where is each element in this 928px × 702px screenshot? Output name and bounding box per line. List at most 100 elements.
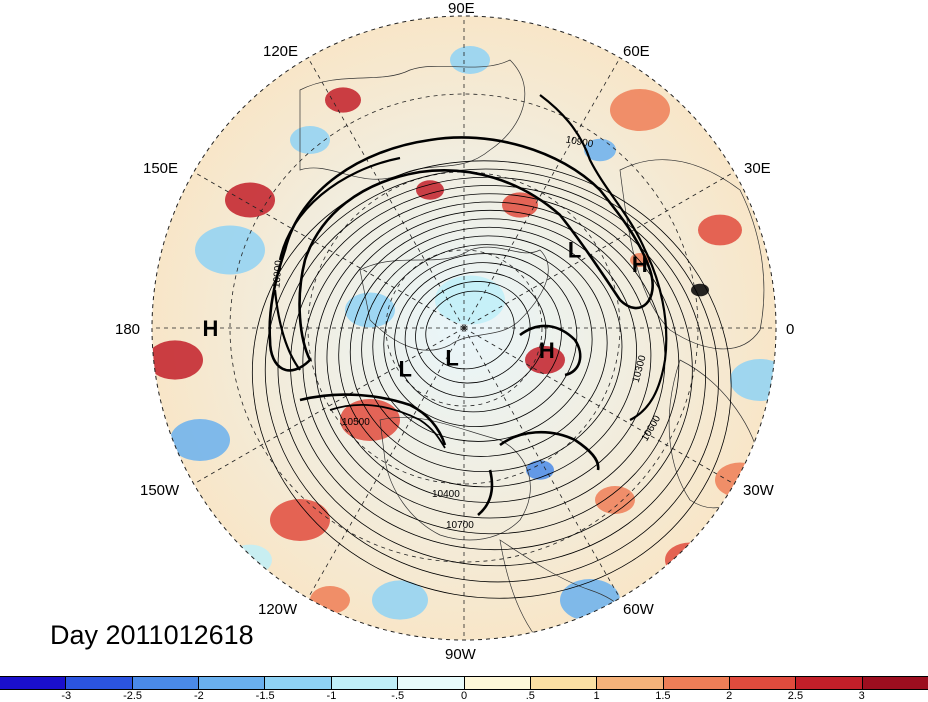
- colorbar-swatch: [663, 677, 730, 689]
- contour-label: 10400: [432, 489, 460, 500]
- colorbar-swatch: [66, 677, 133, 689]
- anomaly-patch: [730, 359, 776, 401]
- meridian-line: [463, 327, 735, 485]
- height-contour: [372, 244, 593, 442]
- colorbar-swatch: [331, 677, 399, 689]
- height-contour: [264, 168, 719, 583]
- meridian-line: [193, 171, 465, 329]
- lon-label-90e: 90E: [448, 0, 475, 17]
- colorbar-swatch: [132, 677, 200, 689]
- contour-label: 10700: [446, 520, 474, 531]
- anomaly-patch: [225, 182, 275, 218]
- anomaly-patch: [610, 89, 670, 131]
- colorbar-tick-label: -3: [61, 690, 72, 702]
- anomaly-patch: [228, 544, 272, 576]
- anomaly-patch: [270, 499, 330, 541]
- colorbar-tick-label: 3: [858, 690, 865, 702]
- anomaly-patch: [595, 486, 635, 514]
- lon-label-30e: 30E: [744, 160, 771, 177]
- contour-label: 10900: [565, 135, 595, 151]
- meridian-line: [307, 57, 465, 329]
- colorbar-swatch: [464, 677, 531, 689]
- lon-label-0: 0: [786, 321, 794, 338]
- anomaly-patch: [435, 275, 505, 325]
- colorbar-swatch: [265, 677, 332, 689]
- anomaly-patch: [325, 87, 361, 113]
- height-contour: [404, 271, 547, 398]
- page-title: Day 2011012618: [50, 620, 254, 650]
- anomaly-patch: [152, 340, 203, 380]
- low-pressure-label: L: [445, 345, 458, 370]
- height-contour: [277, 176, 706, 567]
- contour-label: 10900: [271, 259, 284, 288]
- lon-label-30w: 30W: [743, 482, 775, 499]
- colorbar-tick-label: -.5: [391, 690, 405, 702]
- lon-label-60w: 60W: [623, 601, 655, 618]
- meridian-line: [463, 327, 621, 599]
- colorbar-swatch: [796, 677, 863, 689]
- lon-label-120w: 120W: [258, 601, 298, 618]
- colorbar-tick-label: -2: [193, 690, 204, 702]
- colorbar-tick-label: -1: [326, 690, 337, 702]
- anomaly-patch: [340, 399, 400, 441]
- colorbar-tick-label: -1.5: [255, 690, 275, 702]
- anomaly-patch: [170, 419, 230, 461]
- colorbar-tick-label: 1: [593, 690, 600, 702]
- lon-label-150e: 150E: [143, 160, 178, 177]
- meridian-line: [463, 57, 621, 329]
- colorbar-swatch: [530, 677, 598, 689]
- height-contour: [415, 281, 531, 384]
- meridian-line: [463, 171, 735, 329]
- colorbar-tick-label: 2: [726, 690, 733, 702]
- colorbar-labels: -3 -2.5 -2 -1.5 -1 -.5 0 .5 1 1.5 2 2.5 3: [0, 690, 928, 702]
- height-contours: [251, 160, 732, 599]
- colorbar-tick-label: -2.5: [123, 690, 143, 702]
- colorbar: [0, 676, 928, 690]
- anomaly-patch: [195, 225, 265, 275]
- jet-stream-contours: [268, 94, 668, 516]
- longitude-labels: 90E 60E 30E 0 30W 60W 90W 120W 150W 180 …: [115, 0, 794, 663]
- colorbar-tick-label: .5: [525, 690, 535, 702]
- map-boundary: [151, 15, 777, 641]
- anomaly-patch: [290, 126, 330, 154]
- anomaly-field: [152, 16, 776, 640]
- height-contour: [349, 226, 623, 472]
- anomaly-patch: [372, 580, 428, 620]
- colorbar-swatch: [729, 677, 797, 689]
- lon-label-180: 180: [115, 321, 140, 338]
- height-contour: [338, 218, 637, 488]
- pressure-centers: L H H L L H: [203, 238, 648, 382]
- high-pressure-label: H: [632, 252, 648, 277]
- anomaly-patch: [310, 586, 350, 614]
- colorbar-tick-label: 1.5: [655, 690, 671, 702]
- anomaly-patch: [698, 214, 742, 246]
- colorbar-swatch: [862, 677, 928, 689]
- anomaly-patch: [450, 46, 490, 74]
- height-contour: [361, 235, 608, 457]
- high-pressure-label: H: [203, 316, 219, 341]
- colorbar-swatch: [597, 677, 664, 689]
- colorbar-swatch: [398, 677, 465, 689]
- anomaly-patch: [665, 542, 715, 578]
- height-contour: [425, 290, 515, 370]
- height-contour: [326, 209, 652, 503]
- anomaly-patch: [525, 346, 565, 374]
- lon-label-120e: 120E: [263, 43, 298, 60]
- lon-label-60e: 60E: [623, 43, 650, 60]
- low-pressure-label: L: [568, 238, 581, 263]
- lon-label-90w: 90W: [445, 646, 477, 663]
- anomaly-patch: [560, 579, 620, 621]
- height-contour: [383, 253, 578, 427]
- height-contour: [251, 160, 732, 599]
- meridian-line: [307, 327, 465, 599]
- colorbar-tick-label: 0: [460, 690, 468, 702]
- anomaly-patch: [584, 138, 616, 162]
- height-contour: [302, 193, 680, 535]
- high-pressure-label: H: [539, 338, 555, 363]
- polar-map: 10900 10900 10500 10400 10700 10300 1060…: [115, 0, 794, 663]
- contour-label: 10500: [342, 417, 370, 428]
- colorbar-swatch: [199, 677, 266, 689]
- anomaly-patch: [691, 283, 709, 297]
- height-contour: [394, 262, 562, 413]
- colorbar-tick-label: 2.5: [787, 690, 804, 702]
